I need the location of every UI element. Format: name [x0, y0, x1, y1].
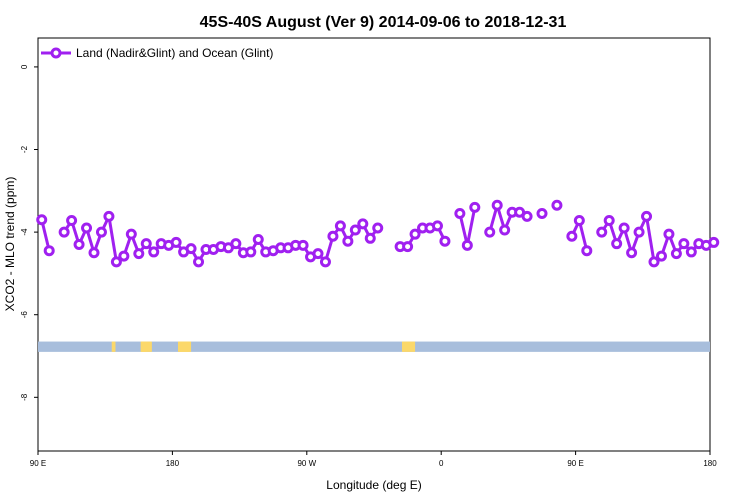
data-point [491, 199, 503, 211]
x-tick-label: 90 E [30, 459, 46, 468]
data-point [193, 256, 205, 268]
x-tick-label: 90 W [297, 459, 316, 468]
data-point [185, 243, 197, 255]
data-point [110, 256, 122, 268]
data-point [140, 238, 152, 250]
x-axis: 90 E 180 90 W 0 90 E 180 [30, 451, 717, 468]
data-point [252, 234, 264, 246]
data-point [469, 201, 481, 213]
chart-title: 45S-40S August (Ver 9) 2014-09-06 to 201… [200, 14, 567, 31]
data-point [133, 248, 145, 260]
data-point [43, 245, 55, 257]
x-tick-label: 180 [703, 459, 717, 468]
y-tick-label: -2 [20, 145, 29, 153]
y-tick-label: -8 [20, 393, 29, 401]
data-point [372, 222, 384, 234]
data-point [431, 220, 443, 232]
data-point [439, 235, 451, 247]
data-point [95, 226, 107, 238]
data-point [670, 248, 682, 260]
data-point [230, 238, 242, 250]
data-point [125, 228, 137, 240]
data-point [118, 250, 130, 262]
data-point [648, 256, 660, 268]
data-point [633, 226, 645, 238]
data-point [708, 236, 720, 248]
data-point [618, 222, 630, 234]
data-point [103, 210, 115, 222]
data-point [521, 210, 533, 222]
data-point [596, 226, 608, 238]
y-tick-label: 0 [20, 64, 29, 69]
ocean-band [38, 341, 710, 352]
land-patch [178, 341, 192, 352]
land-patch [111, 341, 116, 352]
land-patch [140, 341, 152, 352]
data-point [499, 224, 511, 236]
y-tick-label: -4 [20, 228, 29, 236]
land-patch [402, 341, 416, 352]
data-point [626, 247, 638, 259]
data-point [312, 248, 324, 260]
data-point [461, 239, 473, 251]
land-mask-band [38, 341, 710, 352]
data-point [88, 247, 100, 259]
data-point [603, 215, 615, 227]
data-point [566, 230, 578, 242]
data-point [655, 250, 667, 262]
data-point [66, 215, 78, 227]
plot-frame [37, 37, 711, 452]
data-point [641, 210, 653, 222]
plot-area [36, 199, 720, 268]
data-point [402, 241, 414, 253]
y-axis-label: XCO2 - MLO trend (ppm) [3, 177, 17, 312]
data-point [551, 199, 563, 211]
data-point [573, 215, 585, 227]
data-point [170, 236, 182, 248]
data-point [454, 208, 466, 220]
data-point [73, 239, 85, 250]
data-point [327, 230, 339, 242]
data-point [342, 235, 354, 247]
data-point [349, 224, 361, 236]
y-axis: 0 -2 -4 -6 -8 [20, 64, 38, 401]
data-point [148, 246, 160, 258]
legend: Land (Nadir&Glint) and Ocean (Glint) [41, 46, 273, 60]
data-point [536, 208, 548, 220]
x-tick-label: 0 [439, 459, 444, 468]
data-point [319, 256, 331, 268]
data-point [245, 246, 257, 258]
x-tick-label: 90 E [567, 459, 583, 468]
x-axis-label: Longitude (deg E) [326, 478, 421, 492]
data-point [58, 226, 70, 238]
data-point [685, 246, 697, 258]
data-point [409, 228, 421, 240]
legend-label: Land (Nadir&Glint) and Ocean (Glint) [76, 46, 273, 60]
data-point [678, 238, 690, 250]
data-point [663, 228, 675, 240]
data-point [36, 214, 48, 226]
data-point [484, 226, 496, 238]
x-tick-label: 180 [166, 459, 180, 468]
data-point [81, 222, 93, 234]
legend-marker [50, 47, 62, 59]
data-point [611, 238, 623, 250]
data-point [334, 220, 346, 232]
data-point [357, 218, 369, 230]
data-point [581, 245, 593, 257]
data-point [364, 232, 376, 244]
y-tick-label: -6 [20, 311, 29, 319]
data-point [297, 239, 309, 251]
